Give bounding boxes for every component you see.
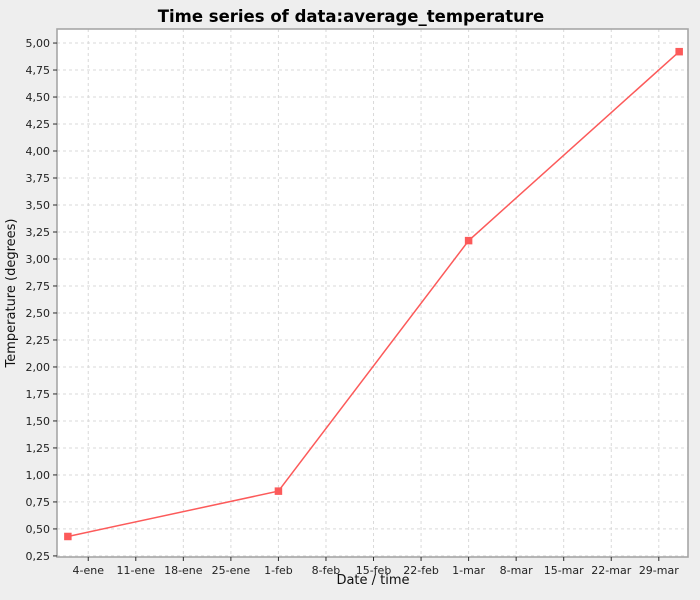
y-tick-label: 4,75 [26,64,51,77]
y-tick-label: 2,75 [26,280,51,293]
y-tick-label: 5,00 [26,37,51,50]
x-axis-title: Date / time [336,573,409,588]
data-point-marker [464,236,473,245]
y-tick-label: 2,00 [26,361,51,374]
x-tick-label: 8-mar [500,564,533,577]
x-tick-label: 1-mar [452,564,485,577]
chart-generated-layer: 0,25 0,50 0,75 1,00 1,25 1,50 1,75 2,00 2,25 2,50… [26,28,689,577]
y-tick-label: 0,50 [26,523,51,536]
plot-area [57,29,688,557]
x-tick-label: 29-mar [639,564,679,577]
y-tick-label: 3,00 [26,253,51,266]
x-tick-label: 4-ene [73,564,105,577]
y-tick-label: 1,25 [26,442,51,455]
y-tick-label: 0,25 [26,550,51,563]
plot-frame [56,28,689,558]
x-tick-label: 18-ene [164,564,203,577]
y-tick-label: 1,50 [26,415,51,428]
y-tick-label: 3,50 [26,199,51,212]
data-point-marker [675,47,683,56]
y-tick-label: 4,25 [26,118,51,131]
x-tick-label: 15-mar [544,564,584,577]
x-tick-label: 25-ene [212,564,251,577]
y-tick-label: 2,25 [26,334,51,347]
series-line [67,51,680,538]
x-tick-label: 22-mar [591,564,631,577]
x-tick-label: 11-ene [117,564,156,577]
x-tick-label: 8-feb [312,564,341,577]
y-axis-title: Temperature (degrees) [4,219,19,369]
y-tick-label: 4,50 [26,91,51,104]
y-tick-label: 0,75 [26,496,51,509]
x-tick-label: 15-feb [356,564,392,577]
y-tick-label: 3,75 [26,172,51,185]
y-tick-label: 1,75 [26,388,51,401]
y-tick-label: 2,50 [26,307,51,320]
y-tick-label: 3,25 [26,226,51,239]
chart-title: Time series of data:average_temperature [158,7,545,26]
y-tick-label: 1,00 [26,469,51,482]
x-tick-label: 1-feb [264,564,293,577]
data-point-marker [64,532,72,541]
x-tick-label: 22-feb [403,564,439,577]
y-tick-label: 4,00 [26,145,51,158]
data-point-marker [274,487,283,495]
